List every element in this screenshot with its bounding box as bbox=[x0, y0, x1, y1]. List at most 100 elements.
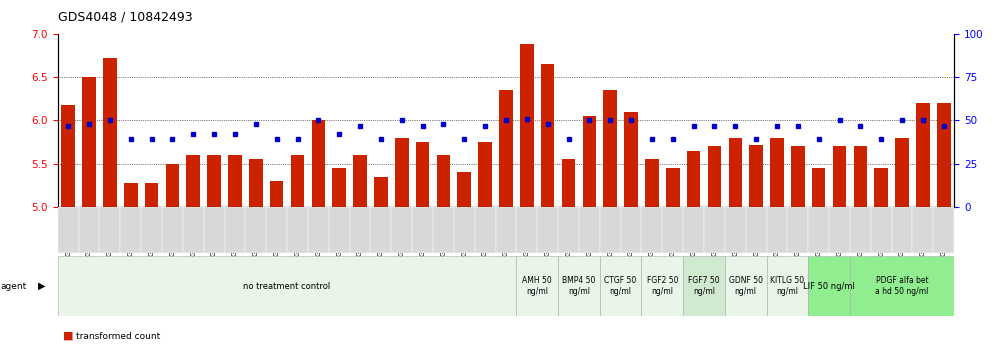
Bar bbox=[433, 207, 454, 253]
Bar bbox=[354, 155, 367, 207]
Text: AMH 50
ng/ml: AMH 50 ng/ml bbox=[522, 276, 552, 296]
Bar bbox=[391, 207, 412, 253]
Bar bbox=[767, 256, 808, 316]
Bar bbox=[104, 58, 117, 207]
Bar bbox=[83, 77, 96, 207]
Bar bbox=[937, 103, 950, 207]
Bar bbox=[541, 64, 555, 207]
Bar bbox=[62, 105, 75, 207]
Bar bbox=[891, 207, 912, 253]
Bar bbox=[121, 207, 141, 253]
Bar bbox=[895, 138, 908, 207]
Bar bbox=[224, 207, 245, 253]
Text: FGF7 50
ng/ml: FGF7 50 ng/ml bbox=[688, 276, 720, 296]
Bar bbox=[707, 146, 721, 207]
Bar bbox=[412, 207, 433, 253]
Bar bbox=[770, 138, 784, 207]
Bar bbox=[728, 138, 742, 207]
Bar bbox=[912, 207, 933, 253]
Bar bbox=[312, 120, 325, 207]
Bar bbox=[58, 207, 79, 253]
Bar bbox=[746, 207, 767, 253]
Bar bbox=[537, 207, 558, 253]
Text: LIF 50 ng/ml: LIF 50 ng/ml bbox=[803, 281, 855, 291]
Bar bbox=[916, 103, 929, 207]
Bar bbox=[854, 146, 868, 207]
Bar bbox=[683, 207, 704, 253]
Bar bbox=[808, 256, 850, 316]
Bar bbox=[767, 207, 788, 253]
Bar bbox=[520, 44, 534, 207]
Bar bbox=[165, 164, 179, 207]
Text: FGF2 50
ng/ml: FGF2 50 ng/ml bbox=[646, 276, 678, 296]
Bar bbox=[725, 256, 767, 316]
Bar bbox=[874, 168, 888, 207]
Bar bbox=[270, 181, 284, 207]
Bar bbox=[687, 151, 700, 207]
Text: ■: ■ bbox=[63, 331, 74, 341]
Bar bbox=[725, 207, 746, 253]
Bar bbox=[144, 183, 158, 207]
Bar bbox=[454, 207, 475, 253]
Bar bbox=[621, 207, 641, 253]
Bar bbox=[496, 207, 516, 253]
Bar bbox=[749, 145, 763, 207]
Bar bbox=[833, 146, 847, 207]
Bar bbox=[329, 207, 350, 253]
Bar bbox=[183, 207, 204, 253]
Bar bbox=[933, 207, 954, 253]
Bar bbox=[228, 155, 242, 207]
Text: KITLG 50
ng/ml: KITLG 50 ng/ml bbox=[770, 276, 805, 296]
Bar bbox=[666, 168, 679, 207]
Bar bbox=[516, 207, 537, 253]
Bar bbox=[850, 207, 871, 253]
Bar bbox=[583, 116, 597, 207]
Bar bbox=[600, 207, 621, 253]
Bar bbox=[58, 256, 516, 316]
Bar bbox=[641, 207, 662, 253]
Bar bbox=[415, 142, 429, 207]
Bar bbox=[558, 207, 579, 253]
Bar bbox=[287, 207, 308, 253]
Bar bbox=[829, 207, 850, 253]
Bar bbox=[100, 207, 121, 253]
Text: GDNF 50
ng/ml: GDNF 50 ng/ml bbox=[729, 276, 763, 296]
Bar bbox=[579, 207, 600, 253]
Bar bbox=[704, 207, 725, 253]
Bar bbox=[812, 168, 826, 207]
Bar bbox=[186, 155, 200, 207]
Bar bbox=[624, 112, 637, 207]
Bar bbox=[141, 207, 162, 253]
Bar bbox=[871, 207, 891, 253]
Bar bbox=[436, 155, 450, 207]
Bar bbox=[662, 207, 683, 253]
Bar bbox=[516, 256, 558, 316]
Bar bbox=[204, 207, 224, 253]
Bar bbox=[641, 256, 683, 316]
Bar bbox=[266, 207, 287, 253]
Bar bbox=[850, 256, 954, 316]
Bar bbox=[207, 155, 221, 207]
Bar bbox=[558, 256, 600, 316]
Text: BMP4 50
ng/ml: BMP4 50 ng/ml bbox=[563, 276, 596, 296]
Bar bbox=[788, 207, 808, 253]
Text: PDGF alfa bet
a hd 50 ng/ml: PDGF alfa bet a hd 50 ng/ml bbox=[875, 276, 928, 296]
Bar bbox=[291, 155, 305, 207]
Text: CTGF 50
ng/ml: CTGF 50 ng/ml bbox=[605, 276, 636, 296]
Bar bbox=[683, 256, 725, 316]
Text: agent: agent bbox=[1, 281, 27, 291]
Bar bbox=[308, 207, 329, 253]
Bar bbox=[371, 207, 391, 253]
Bar bbox=[600, 256, 641, 316]
Bar bbox=[245, 207, 266, 253]
Bar bbox=[478, 142, 492, 207]
Bar bbox=[333, 168, 346, 207]
Text: GDS4048 / 10842493: GDS4048 / 10842493 bbox=[58, 11, 192, 24]
Bar bbox=[808, 207, 829, 253]
Text: ▶: ▶ bbox=[38, 281, 46, 291]
Bar bbox=[395, 138, 408, 207]
Bar bbox=[791, 146, 805, 207]
Bar bbox=[374, 177, 387, 207]
Bar bbox=[499, 90, 513, 207]
Bar bbox=[604, 90, 617, 207]
